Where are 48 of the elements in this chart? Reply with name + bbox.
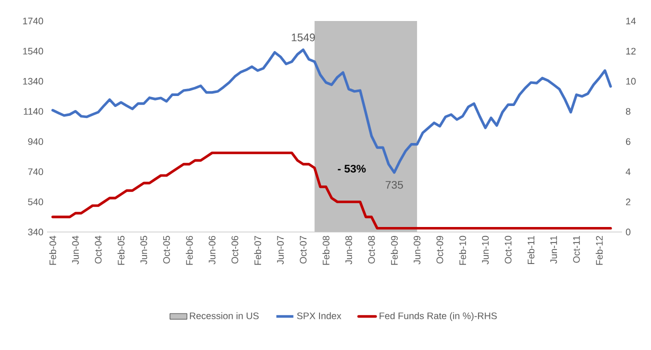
y2-tick-label: 6 xyxy=(626,138,630,145)
y-tick-label: 740 xyxy=(28,168,44,176)
x-tick-label: Oct-10 xyxy=(504,236,512,264)
legend-label: Fed Funds Rate (in %)-RHS xyxy=(380,312,497,322)
x-tick-label: Feb-06 xyxy=(186,236,193,265)
x-tick-label: Feb-11 xyxy=(527,236,534,264)
x-tick-label: Feb-12 xyxy=(596,236,603,265)
x-tick-label: Oct-08 xyxy=(368,236,375,264)
y-tick-label: 340 xyxy=(28,228,44,236)
x-tick-label: Jun-09 xyxy=(414,236,420,264)
y-tick-label: 540 xyxy=(28,198,44,206)
x-tick-label: Feb-07 xyxy=(254,236,262,265)
x-tick-label: Feb-09 xyxy=(390,236,398,265)
x-tick-label: Oct-05 xyxy=(163,236,170,264)
x-tick-label: Feb-10 xyxy=(459,236,466,265)
legend-label: SPX Index xyxy=(297,312,342,320)
y2-tick-label: 4 xyxy=(626,168,631,175)
x-tick-label: Feb-05 xyxy=(118,236,124,265)
y-tick-label: 1740 xyxy=(23,18,44,24)
x-tick-label: Oct-04 xyxy=(94,236,102,264)
x-tick-label: Jun-05 xyxy=(140,236,148,264)
y2-tick-label: 0 xyxy=(626,228,630,236)
y-tick-label: 1540 xyxy=(23,48,44,54)
line-series xyxy=(51,48,612,174)
x-tick-label: Jun-11 xyxy=(550,236,557,264)
x-tick-label: Oct-09 xyxy=(436,236,444,264)
x-tick-label: Jun-06 xyxy=(208,236,216,264)
x-tick-label: Oct-07 xyxy=(300,236,307,264)
annotation: - 53% xyxy=(338,164,366,173)
y2-tick-label: 12 xyxy=(626,48,636,54)
y-tick-label: 1140 xyxy=(24,108,44,115)
x-tick-label: Jun-08 xyxy=(345,236,352,264)
x-tick-label: Oct-06 xyxy=(232,236,238,264)
y-tick-label: 940 xyxy=(28,138,44,145)
x-tick-label: Jun-10 xyxy=(482,236,489,264)
x-tick-label: Jun-07 xyxy=(277,236,284,264)
annotation: 1549 xyxy=(292,34,315,42)
y2-tick-label: 8 xyxy=(626,108,630,115)
x-tick-label: Feb-04 xyxy=(49,236,56,265)
x-tick-label: Feb-08 xyxy=(322,236,330,265)
y2-tick-label: 2 xyxy=(626,198,630,206)
x-tick-label: Jun-04 xyxy=(72,236,79,264)
legend-label: Recession in US xyxy=(190,312,259,320)
annotation: 735 xyxy=(386,180,403,189)
y-tick-label: 1340 xyxy=(23,78,44,85)
y2-tick-label: 14 xyxy=(626,18,636,24)
y2-tick-label: 10 xyxy=(626,78,636,85)
x-tick-label: Oct-11 xyxy=(573,236,580,263)
